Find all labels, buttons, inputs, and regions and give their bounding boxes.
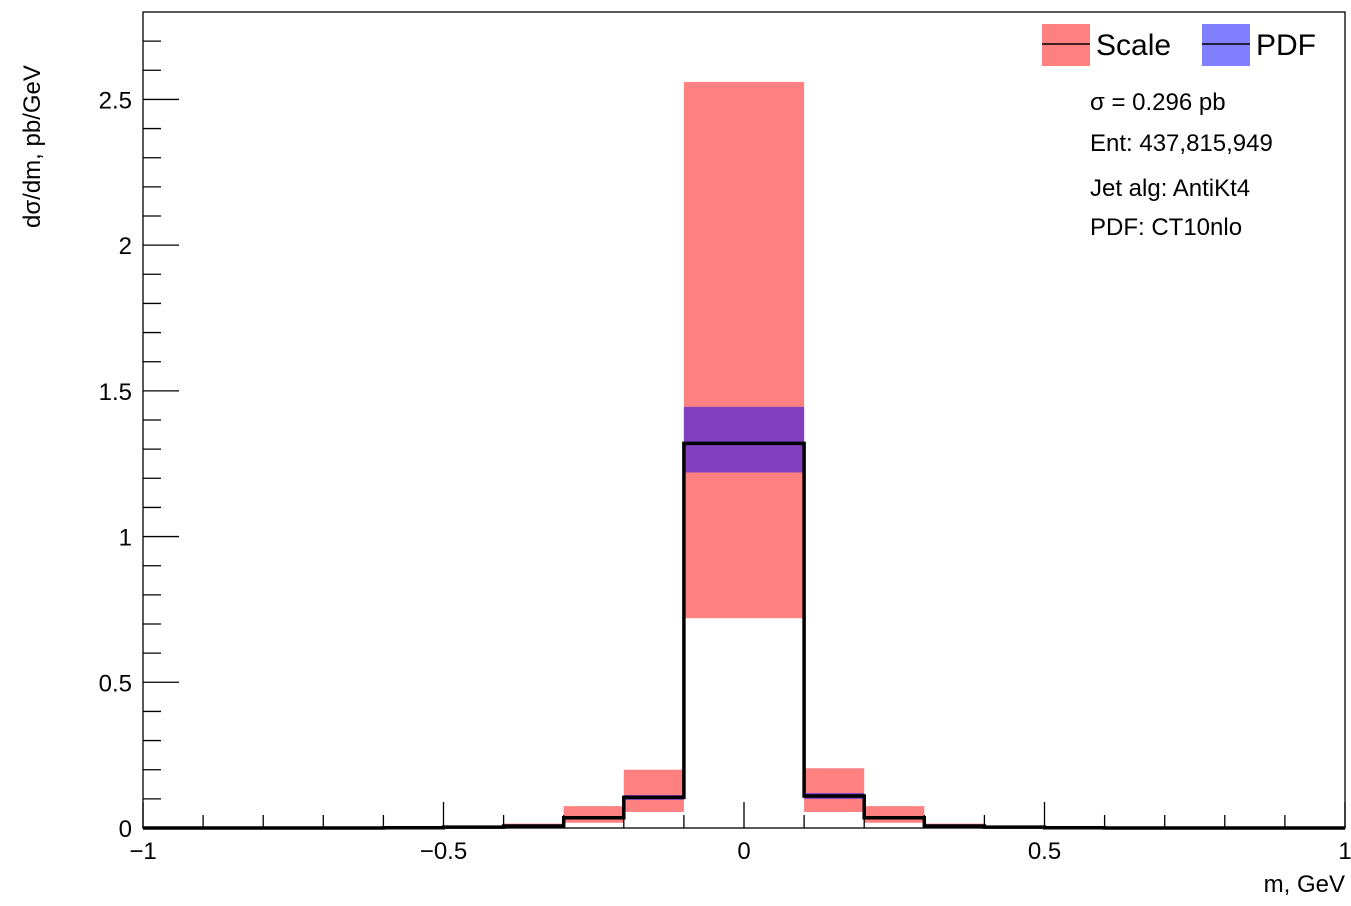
legend-swatch-scale — [1042, 24, 1090, 66]
x-tick-label: −1 — [129, 838, 156, 865]
scale-band-bin-11 — [864, 806, 925, 823]
x-tick-label: 0.5 — [1028, 838, 1061, 865]
x-tick-label: 1 — [1338, 838, 1351, 865]
annotation-cross-section: σ = 0.296 pb — [1090, 89, 1226, 116]
x-axis: −1 −0.5 0 0.5 1 — [129, 802, 1351, 865]
scale-band-bin-7 — [563, 806, 624, 823]
y-tick-label: 1 — [119, 525, 132, 552]
legend-swatch-pdf — [1202, 24, 1250, 66]
y-tick-label: 1.5 — [99, 379, 132, 406]
y-tick-label: 0 — [119, 816, 132, 843]
overlap-band-bin-9 — [683, 406, 805, 473]
uncertainty-bands — [383, 81, 1105, 828]
x-tick-label: 0 — [737, 838, 750, 865]
x-axis-label: m, GeV — [1264, 871, 1345, 898]
y-axis: 0 0.5 1 1.5 2 2.5 — [99, 40, 179, 843]
y-tick-label: 0.5 — [99, 670, 132, 697]
stats-annotations: σ = 0.296 pb Ent: 437,815,949 Jet alg: A… — [1090, 89, 1273, 241]
y-tick-label: 2.5 — [99, 87, 132, 114]
y-tick-label: 2 — [119, 233, 132, 260]
y-axis-label: dσ/dm, pb/GeV — [19, 65, 46, 228]
scale-band-bin-9 — [683, 81, 805, 619]
annotation-entries: Ent: 437,815,949 — [1090, 130, 1273, 157]
scale-band-bin-8 — [623, 769, 684, 812]
legend: Scale PDF — [1042, 24, 1316, 66]
legend-label-scale: Scale — [1096, 29, 1171, 62]
annotation-jet-alg: Jet alg: AntiKt4 — [1090, 175, 1250, 202]
legend-label-pdf: PDF — [1256, 29, 1316, 62]
annotation-pdf: PDF: CT10nlo — [1090, 214, 1242, 241]
x-tick-label: −0.5 — [420, 838, 467, 865]
scale-band-bin-10 — [804, 768, 865, 812]
